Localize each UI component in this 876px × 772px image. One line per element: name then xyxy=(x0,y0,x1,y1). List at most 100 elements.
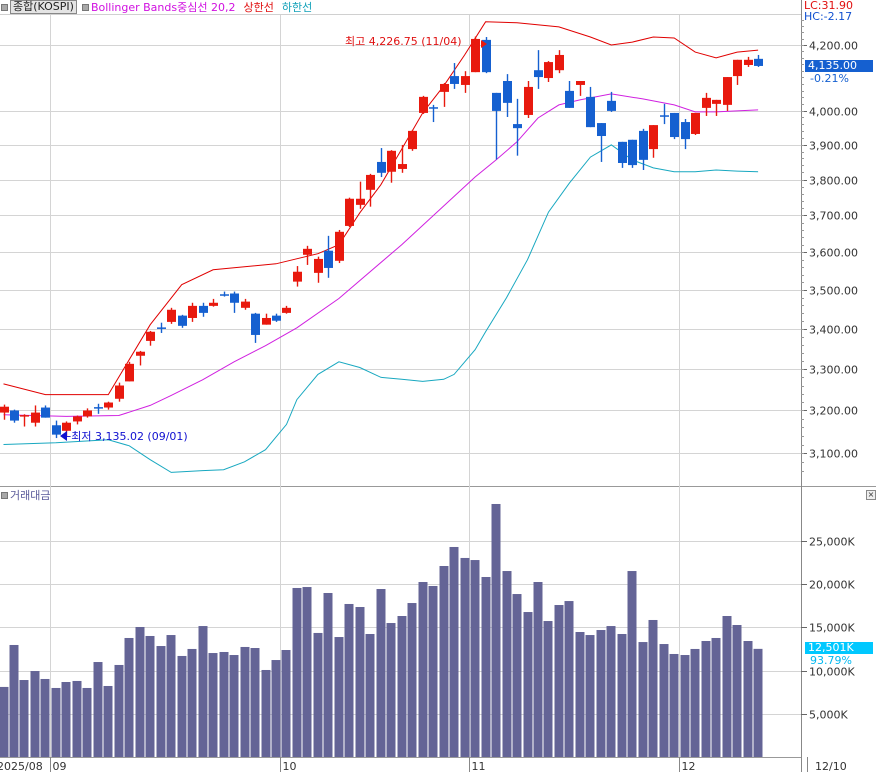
volume-bar xyxy=(229,655,239,757)
volume-bar xyxy=(659,644,669,757)
x-tick-label: 11 xyxy=(472,760,486,772)
volume-bar xyxy=(732,625,742,757)
volume-bar xyxy=(208,653,218,757)
volume-series xyxy=(0,503,763,757)
bollinger-lower-line xyxy=(3,144,759,473)
candle-body xyxy=(618,141,627,163)
candle xyxy=(712,99,721,116)
candle-body xyxy=(377,161,386,173)
candle-body xyxy=(461,76,470,85)
x-tick-label: 2025/08 xyxy=(0,760,43,772)
candle-body xyxy=(754,58,763,66)
candle-body xyxy=(419,96,428,113)
candle-body xyxy=(408,130,417,150)
candle xyxy=(607,91,616,112)
volume-bar xyxy=(397,616,407,757)
candle-body xyxy=(576,80,585,85)
candle-body xyxy=(670,112,679,138)
candle-body xyxy=(230,293,239,303)
volume-title[interactable]: 거래대금 xyxy=(10,489,51,502)
symbol-button[interactable]: 종합(KOSPI) xyxy=(10,0,77,14)
candle xyxy=(324,235,333,278)
volume-bar xyxy=(82,687,92,757)
candle-body xyxy=(356,198,365,205)
candle-body xyxy=(534,70,543,78)
candle xyxy=(303,245,312,265)
candle-body xyxy=(503,80,512,103)
candle xyxy=(450,63,459,89)
volume-bar xyxy=(512,594,522,757)
volume-bar xyxy=(166,635,176,757)
volume-bar xyxy=(250,648,260,757)
candle xyxy=(681,119,690,150)
candle xyxy=(534,50,543,89)
candle xyxy=(670,112,679,140)
volume-bar xyxy=(543,621,553,757)
candle xyxy=(723,77,732,111)
volume-bar xyxy=(240,646,250,757)
volume-bar xyxy=(302,587,312,757)
candle xyxy=(398,144,407,173)
candle xyxy=(628,139,637,168)
volume-bar xyxy=(19,680,29,757)
volume-bar xyxy=(753,648,763,757)
candle xyxy=(188,302,197,322)
candle xyxy=(387,150,396,183)
candle xyxy=(649,125,658,158)
candle xyxy=(461,71,470,93)
bollinger-middle-line xyxy=(3,93,759,417)
candle xyxy=(293,266,302,287)
candle-body xyxy=(178,315,187,326)
candle xyxy=(199,302,208,317)
volume-bar xyxy=(470,560,480,757)
volume-bar xyxy=(198,626,208,757)
volume-bar xyxy=(145,635,155,757)
volume-bar xyxy=(449,546,459,757)
volume-bar xyxy=(51,687,61,757)
candle xyxy=(83,408,92,418)
volume-bar xyxy=(606,626,616,757)
candle-body xyxy=(660,115,669,117)
candle xyxy=(345,197,354,228)
candle xyxy=(241,298,250,310)
volume-bar xyxy=(669,653,679,757)
volume-tick-label: 15,000K xyxy=(809,622,855,635)
volume-bar xyxy=(533,582,543,757)
volume-bar xyxy=(439,566,449,757)
volume-bar xyxy=(177,655,187,757)
price-tick-label: 3,200.00 xyxy=(809,405,858,418)
candle-body xyxy=(366,174,375,190)
price-tick-label: 3,700.00 xyxy=(809,210,858,223)
candle-body xyxy=(324,250,333,268)
volume-bar xyxy=(355,607,365,757)
candle xyxy=(733,59,742,85)
legend-bollinger-middle[interactable]: Bollinger Bands중심선 20,2 xyxy=(90,1,236,14)
legend-bollinger-lower[interactable]: 하한선 xyxy=(281,1,313,14)
candle xyxy=(115,382,124,402)
candle-body xyxy=(94,407,103,409)
volume-bar xyxy=(575,632,585,757)
price-tick-label: 3,800.00 xyxy=(809,175,858,188)
price-change: -0.21% xyxy=(810,72,849,85)
candle xyxy=(31,405,40,427)
candle xyxy=(146,330,155,346)
volume-bar xyxy=(40,678,50,757)
x-tick-label: 12 xyxy=(682,760,696,772)
candle-body xyxy=(73,416,82,422)
candle-body xyxy=(0,406,9,413)
legend-bollinger-upper[interactable]: 상한선 xyxy=(243,1,274,14)
price-tick-label: 3,500.00 xyxy=(809,285,858,298)
candle-body xyxy=(303,248,312,255)
candle-body xyxy=(471,38,480,73)
volume-bar xyxy=(386,623,396,757)
candle xyxy=(73,415,82,425)
candle xyxy=(482,37,491,74)
candle-body xyxy=(293,271,302,282)
candle-body xyxy=(702,97,711,108)
volume-legend: 거래대금 xyxy=(0,487,50,503)
volume-bar xyxy=(481,576,491,757)
legend-square-icon xyxy=(1,491,8,499)
volume-bar xyxy=(564,601,574,757)
close-panel-button[interactable]: × xyxy=(866,490,876,500)
